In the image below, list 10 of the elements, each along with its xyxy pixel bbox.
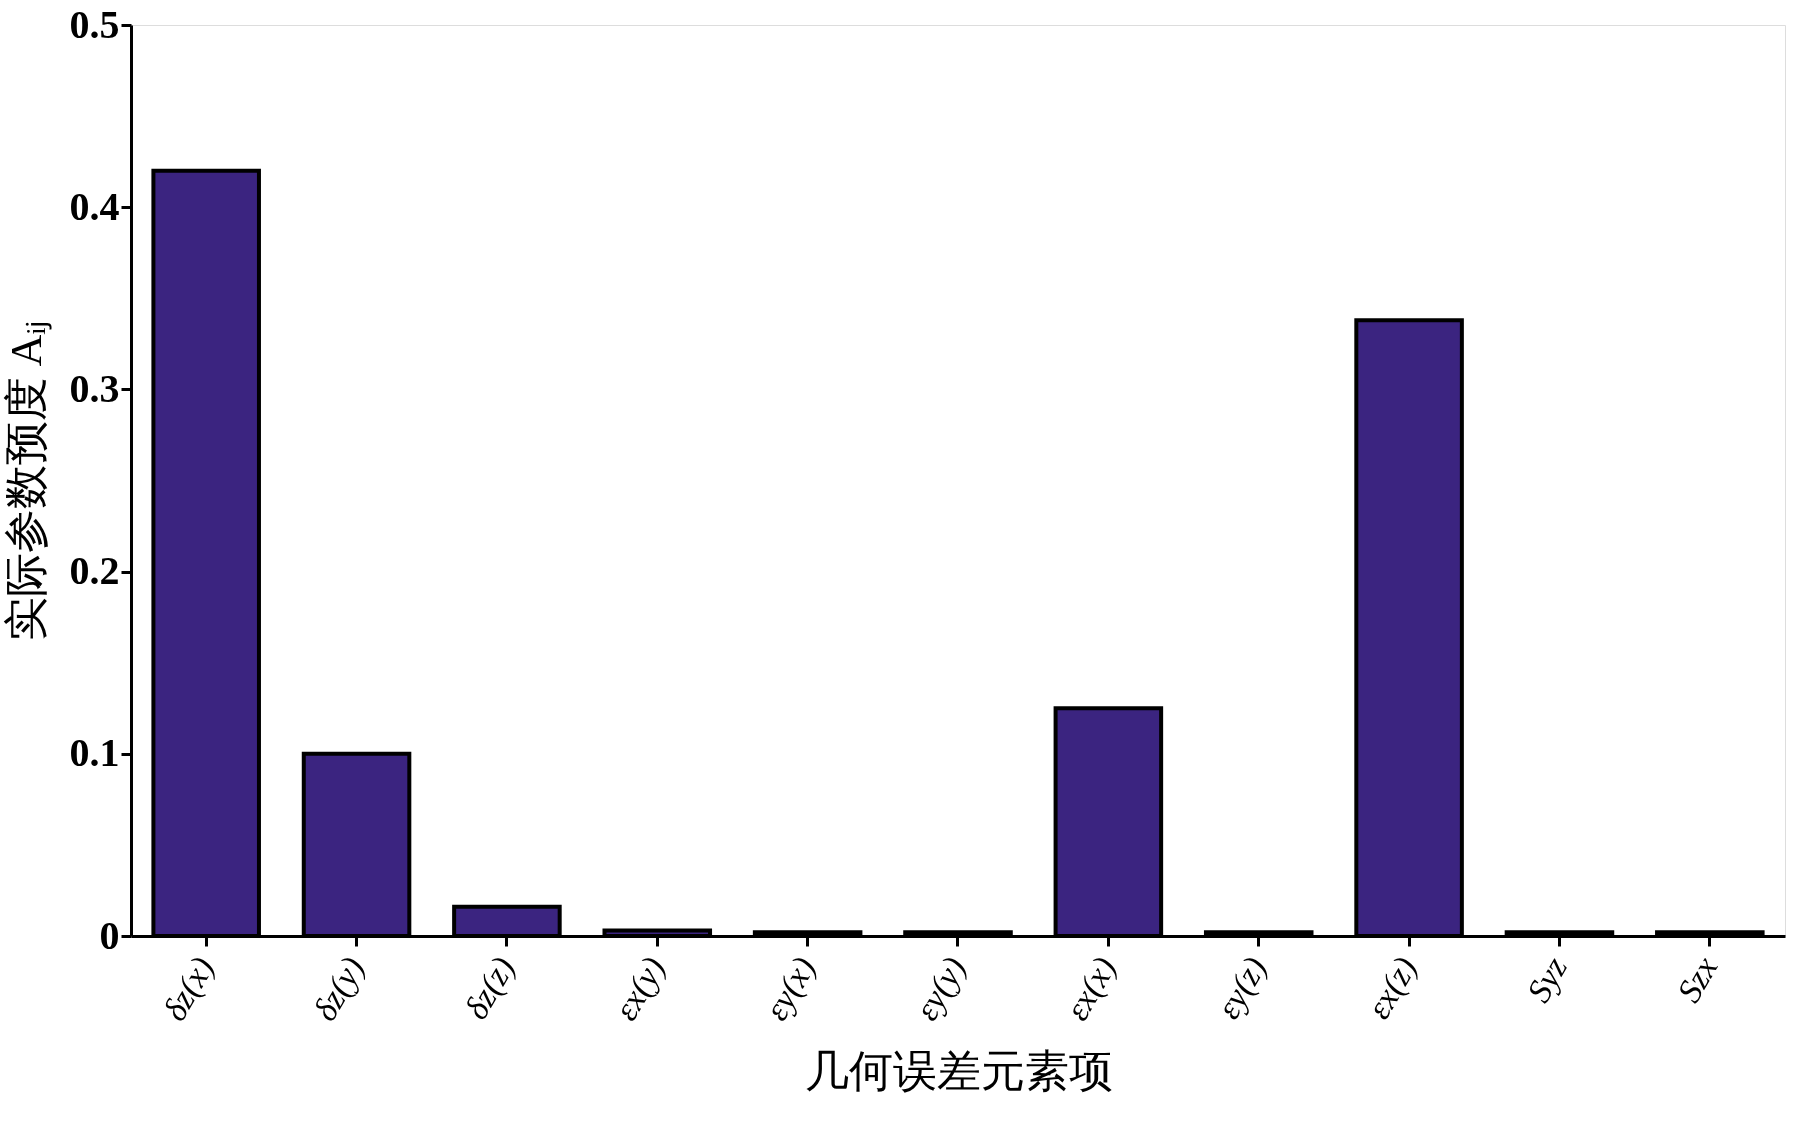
y-tick-label: 0	[99, 912, 120, 958]
x-axis-title: 几何误差元素项	[804, 1046, 1113, 1096]
y-tick-label: 0.1	[69, 730, 120, 776]
y-tick-label: 0.5	[69, 1, 120, 47]
y-axis-title: 实际参数预度 Aᵢⱼ	[1, 320, 52, 642]
y-tick-label: 0.2	[69, 548, 120, 594]
y-tick-label: 0.4	[69, 183, 120, 229]
x-tick-label: Szx	[1669, 950, 1725, 1009]
y-tick-label: 0.3	[69, 365, 120, 411]
x-tick-label: Syz	[1519, 950, 1575, 1009]
